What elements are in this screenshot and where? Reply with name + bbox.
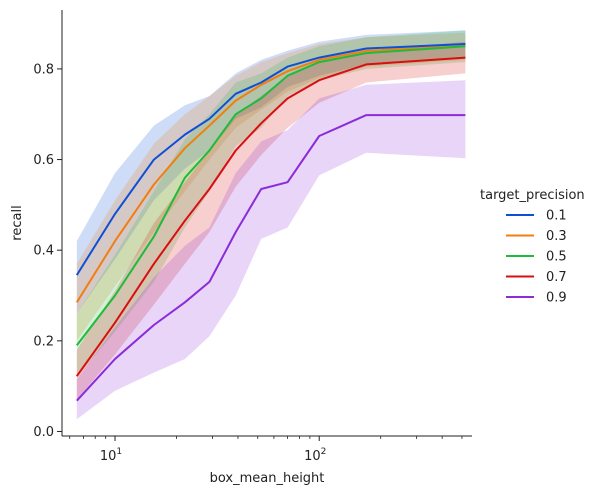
confidence-band-0.1 bbox=[76, 30, 466, 314]
series-line-0.9 bbox=[76, 114, 466, 402]
legend-label-0.5: 0.5 bbox=[546, 250, 567, 265]
series-line-0.5 bbox=[76, 45, 466, 347]
x-tick-label: 101 bbox=[100, 447, 122, 464]
y-tick-label: 0.6 bbox=[33, 153, 54, 168]
y-axis-label: recall bbox=[10, 205, 25, 240]
legend-label-0.3: 0.3 bbox=[546, 229, 567, 244]
axes bbox=[61, 10, 472, 437]
series-lines bbox=[75, 43, 466, 402]
x-tick-label: 102 bbox=[304, 447, 326, 464]
y-tick-label: 0.0 bbox=[33, 425, 54, 440]
y-tick-label: 0.4 bbox=[33, 244, 54, 259]
confidence-band-0.3 bbox=[76, 32, 466, 341]
x-axis-ticks: 101 102 bbox=[69, 436, 463, 464]
legend-items: 0.1 0.3 0.5 0.7 0.9 bbox=[506, 209, 567, 306]
confidence-band-0.5 bbox=[76, 30, 466, 378]
legend: target_precision 0.1 0.3 0.5 0.7 0.9 bbox=[480, 188, 585, 306]
legend-title: target_precision bbox=[480, 188, 585, 203]
legend-label-0.9: 0.9 bbox=[546, 291, 567, 306]
series-line-0.3 bbox=[75, 45, 466, 303]
y-axis-ticks: 0.0 0.2 0.4 0.6 0.8 bbox=[33, 62, 62, 440]
legend-label-0.1: 0.1 bbox=[546, 209, 567, 224]
y-tick-label: 0.8 bbox=[33, 62, 54, 77]
x-axis-label: box_mean_height bbox=[210, 471, 325, 486]
legend-label-0.7: 0.7 bbox=[546, 270, 567, 285]
y-tick-label: 0.2 bbox=[33, 334, 54, 349]
series-line-0.1 bbox=[75, 43, 466, 276]
confidence-band-0.9 bbox=[76, 80, 466, 420]
series-line-0.7 bbox=[75, 56, 466, 377]
